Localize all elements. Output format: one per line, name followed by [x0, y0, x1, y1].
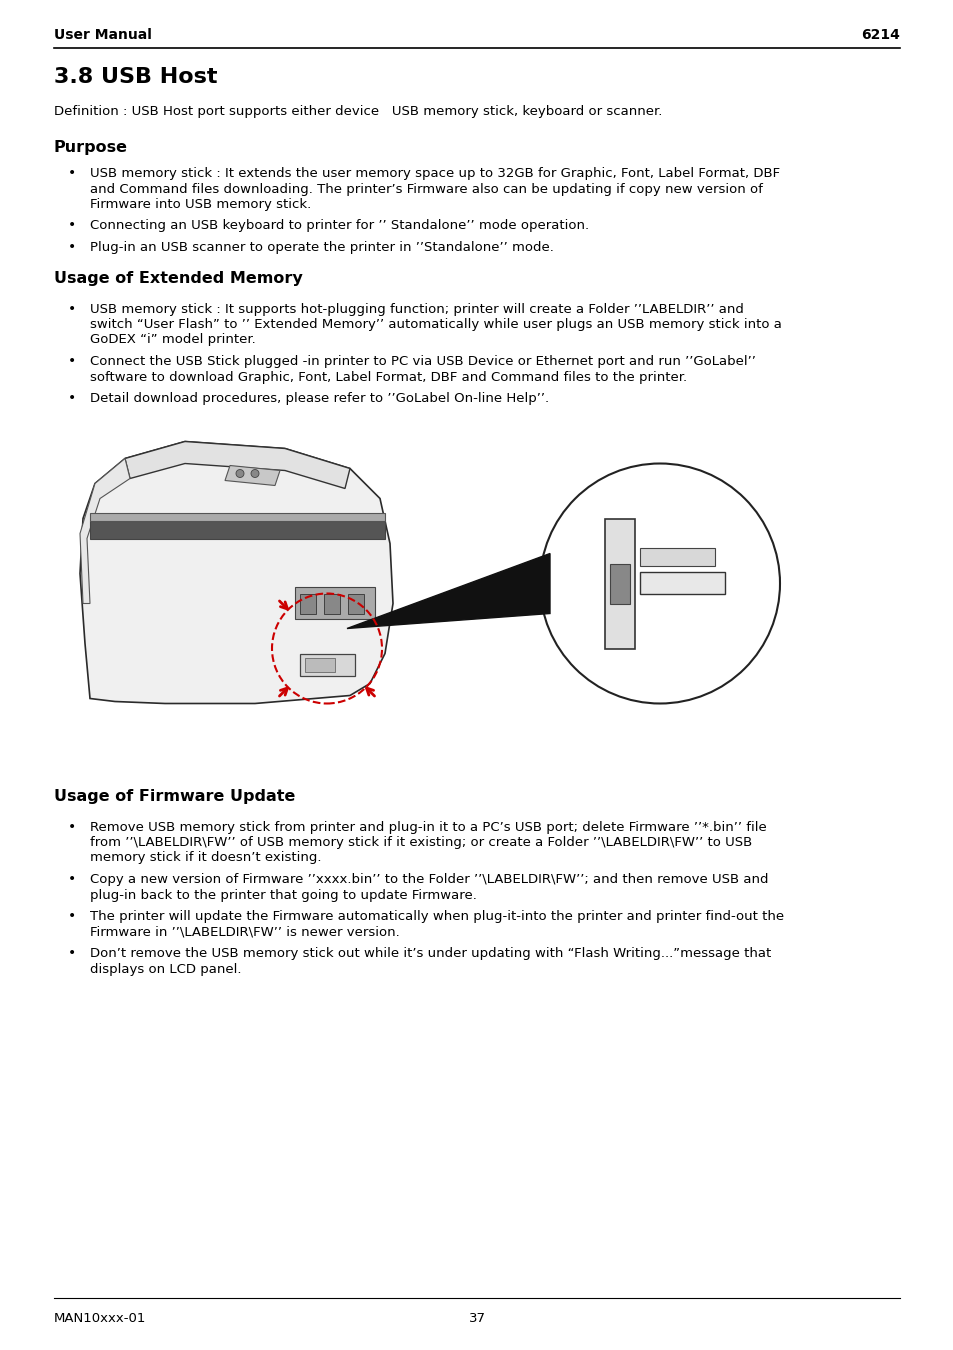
Polygon shape — [347, 554, 550, 629]
Text: Definition : USB Host port supports either device   USB memory stick, keyboard o: Definition : USB Host port supports eith… — [54, 105, 661, 117]
Circle shape — [539, 463, 780, 703]
Polygon shape — [80, 441, 393, 703]
Text: software to download Graphic, Font, Label Format, DBF and Command files to the p: software to download Graphic, Font, Labe… — [90, 370, 686, 383]
Text: Firmware in ’’\LABELDIR\FW’’ is newer version.: Firmware in ’’\LABELDIR\FW’’ is newer ve… — [90, 926, 399, 938]
Text: The printer will update the Firmware automatically when plug-it-into the printer: The printer will update the Firmware aut… — [90, 910, 783, 923]
Text: Purpose: Purpose — [54, 140, 128, 155]
Text: •: • — [68, 166, 76, 180]
Text: •: • — [68, 872, 76, 886]
Bar — [348, 594, 364, 613]
Text: from ’’\LABELDIR\FW’’ of USB memory stick if it existing; or create a Folder ’’\: from ’’\LABELDIR\FW’’ of USB memory stic… — [90, 836, 752, 849]
Text: Remove USB memory stick from printer and plug-in it to a PC’s USB port; delete F: Remove USB memory stick from printer and… — [90, 821, 766, 833]
Polygon shape — [225, 466, 280, 486]
Bar — [604, 518, 635, 648]
Circle shape — [251, 470, 258, 478]
Bar — [299, 594, 315, 613]
Text: MAN10xxx-01: MAN10xxx-01 — [54, 1312, 146, 1324]
Text: Copy a new version of Firmware ’’xxxx.bin’’ to the Folder ’’\LABELDIR\FW’’; and : Copy a new version of Firmware ’’xxxx.bi… — [90, 873, 768, 886]
Text: 37: 37 — [468, 1312, 485, 1324]
Text: •: • — [68, 301, 76, 316]
Text: switch “User Flash” to ’’ Extended Memory’’ automatically while user plugs an US: switch “User Flash” to ’’ Extended Memor… — [90, 319, 781, 331]
Bar — [305, 657, 335, 671]
Text: •: • — [68, 219, 76, 232]
Text: •: • — [68, 909, 76, 923]
Text: GoDEX “i” model printer.: GoDEX “i” model printer. — [90, 333, 255, 347]
Text: Plug-in an USB scanner to operate the printer in ’’Standalone’’ mode.: Plug-in an USB scanner to operate the pr… — [90, 242, 554, 254]
Bar — [90, 521, 385, 539]
Text: Don’t remove the USB memory stick out while it’s under updating with “Flash Writ: Don’t remove the USB memory stick out wh… — [90, 946, 770, 960]
Bar — [90, 513, 385, 521]
Bar — [299, 653, 355, 675]
Bar — [639, 571, 724, 594]
Text: Usage of Extended Memory: Usage of Extended Memory — [54, 270, 302, 285]
Text: User Manual: User Manual — [54, 28, 152, 42]
Text: 3.8 USB Host: 3.8 USB Host — [54, 68, 217, 86]
Text: •: • — [68, 392, 76, 405]
Polygon shape — [125, 441, 350, 489]
Text: •: • — [68, 946, 76, 960]
Text: 6214: 6214 — [861, 28, 899, 42]
Circle shape — [235, 470, 244, 478]
Text: USB memory stick : It supports hot-plugging function; printer will create a Fold: USB memory stick : It supports hot-plugg… — [90, 302, 743, 316]
Text: and Command files downloading. The printer’s Firmware also can be updating if co: and Command files downloading. The print… — [90, 182, 762, 196]
Bar — [294, 586, 375, 618]
Text: •: • — [68, 819, 76, 833]
Text: displays on LCD panel.: displays on LCD panel. — [90, 963, 241, 976]
Bar — [639, 548, 714, 566]
Text: Connect the USB Stick plugged -in printer to PC via USB Device or Ethernet port : Connect the USB Stick plugged -in printe… — [90, 355, 755, 369]
Text: Firmware into USB memory stick.: Firmware into USB memory stick. — [90, 198, 311, 211]
Text: Connecting an USB keyboard to printer for ’’ Standalone’’ mode operation.: Connecting an USB keyboard to printer fo… — [90, 220, 589, 232]
Text: •: • — [68, 354, 76, 369]
Text: memory stick if it doesn’t existing.: memory stick if it doesn’t existing. — [90, 852, 321, 864]
Bar — [324, 594, 339, 613]
Text: Usage of Firmware Update: Usage of Firmware Update — [54, 788, 295, 803]
Text: •: • — [68, 240, 76, 254]
Text: Detail download procedures, please refer to ’’GoLabel On-line Help’’.: Detail download procedures, please refer… — [90, 392, 549, 405]
Text: USB memory stick : It extends the user memory space up to 32GB for Graphic, Font: USB memory stick : It extends the user m… — [90, 167, 780, 180]
Polygon shape — [80, 459, 130, 603]
Bar — [609, 563, 629, 603]
Text: plug-in back to the printer that going to update Firmware.: plug-in back to the printer that going t… — [90, 888, 476, 902]
